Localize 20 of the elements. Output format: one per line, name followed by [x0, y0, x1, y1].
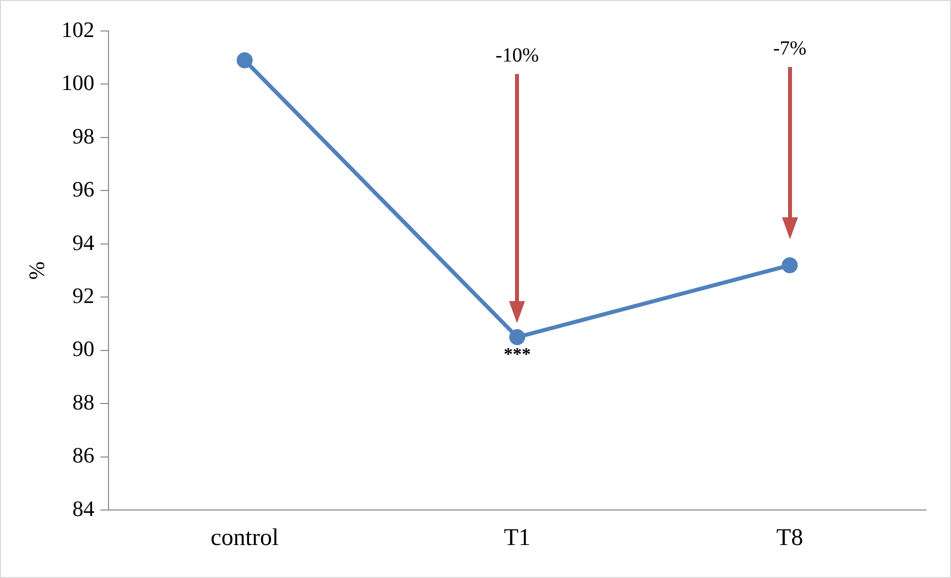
- x-tick-label: control: [210, 524, 279, 551]
- y-tick-label: 92: [72, 283, 94, 308]
- y-tick-label: 98: [72, 123, 94, 148]
- point: [782, 257, 798, 274]
- y-tick-label: 90: [72, 336, 94, 362]
- annotation: -10%: [496, 44, 539, 66]
- y-axis-title: %: [24, 261, 49, 280]
- y-tick-label: 94: [72, 230, 94, 255]
- y-tick-label: 100: [61, 70, 94, 96]
- annotation: ***: [504, 344, 531, 364]
- y-tick-label: 86: [72, 442, 94, 468]
- y-tick-label: 84: [72, 496, 94, 521]
- y-tick-label: 102: [61, 16, 94, 42]
- point: [509, 329, 526, 346]
- y-tick-label: 96: [72, 176, 94, 202]
- annotation: -7%: [773, 37, 806, 60]
- y-tick-label: 88: [72, 389, 94, 414]
- point: [236, 52, 253, 68]
- x-tick-label: T8: [776, 524, 804, 551]
- x-tick-label: T1: [504, 524, 531, 551]
